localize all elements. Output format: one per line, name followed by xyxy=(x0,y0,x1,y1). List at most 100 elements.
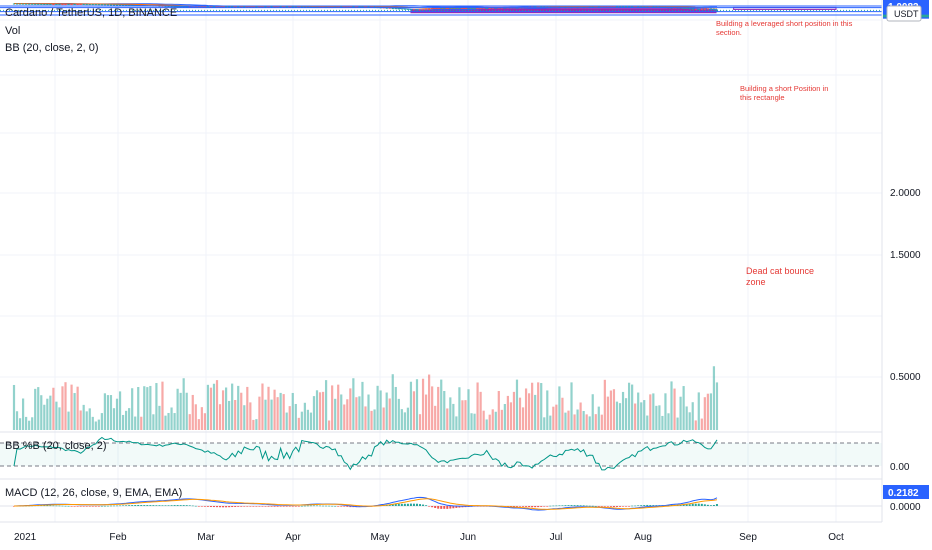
macd-hist-bar xyxy=(258,506,261,507)
volume-bar xyxy=(191,394,194,430)
bbpct-line xyxy=(13,436,718,471)
volume-bar xyxy=(294,403,297,430)
macd-hist-bar xyxy=(164,505,167,506)
macd-hist-bar xyxy=(100,505,103,507)
candle-body xyxy=(403,8,406,10)
macd-hist-bar xyxy=(715,504,718,506)
candle-body xyxy=(179,6,182,8)
short-position-note: Building a short Position in this rectan… xyxy=(740,84,829,102)
time-tick-label: Aug xyxy=(634,532,652,543)
macd-legend[interactable]: MACD (12, 26, close, 9, EMA, EMA) xyxy=(5,487,183,499)
macd-hist-bar xyxy=(179,505,182,506)
volume-bar xyxy=(282,394,285,430)
candle-body xyxy=(109,4,113,6)
candle-body xyxy=(455,7,458,9)
volume-bar xyxy=(346,399,349,430)
macd-hist-bar xyxy=(437,506,440,509)
candle-body xyxy=(615,6,619,8)
candle-body xyxy=(388,7,391,9)
volume-bar xyxy=(379,390,382,430)
volume-bar xyxy=(134,416,137,430)
candle-body xyxy=(40,3,43,5)
candle-body xyxy=(443,7,446,9)
volume-bar xyxy=(576,409,579,430)
macd-hist-bar xyxy=(216,506,219,508)
volume-bar xyxy=(634,403,637,430)
volume-bar xyxy=(300,411,303,430)
candle-body xyxy=(91,4,94,6)
candle-body xyxy=(618,6,622,8)
candle-body xyxy=(215,6,219,8)
macd-hist-bar xyxy=(70,506,73,507)
macd-hist-bar xyxy=(582,505,585,506)
volume-bar xyxy=(400,409,403,430)
macd-hist-bar xyxy=(334,505,337,507)
macd-hist-bar xyxy=(188,505,191,506)
price-lines[interactable] xyxy=(0,5,882,16)
volume-legend[interactable]: Vol xyxy=(5,25,21,37)
symbol-title[interactable]: Cardano / TetherUS, 1D, BINANCE xyxy=(5,7,178,19)
candle-body xyxy=(391,8,394,10)
volume-bar xyxy=(225,387,228,430)
candle-body xyxy=(688,8,691,10)
volume-bar xyxy=(603,379,606,430)
volume-bar xyxy=(588,416,591,430)
bbpct-legend[interactable]: BB %B (20, close, 2) xyxy=(5,440,107,452)
macd-hist-bar xyxy=(152,505,155,506)
volume-bar xyxy=(428,374,431,430)
volume-bar xyxy=(621,391,625,430)
bb-legend[interactable]: BB (20, close, 2, 0) xyxy=(5,42,99,54)
candle-body xyxy=(446,7,449,9)
candle-body xyxy=(218,6,222,8)
candle-body xyxy=(624,6,628,8)
macd-hist-bar xyxy=(440,506,443,509)
volume-bar xyxy=(176,388,179,430)
candle-body xyxy=(176,6,179,8)
volume-bar xyxy=(131,388,134,430)
volume-bar xyxy=(458,387,461,430)
volume-bar xyxy=(31,417,34,430)
volume-bar xyxy=(182,378,185,430)
volume-bar xyxy=(21,398,25,430)
volume-bar xyxy=(152,414,155,430)
volume-bar xyxy=(661,415,664,430)
macd-hist-bar xyxy=(346,506,349,507)
volume-bar xyxy=(340,394,343,430)
macd-hist-bar xyxy=(428,506,431,507)
volume-bar xyxy=(673,388,676,430)
macd-hist-bar xyxy=(312,505,315,507)
macd-hist-bar xyxy=(282,506,285,507)
macd-hist-bar xyxy=(394,504,397,506)
candle-body xyxy=(276,6,279,8)
candle-body xyxy=(76,4,79,6)
candle-body xyxy=(85,4,88,6)
candle-body xyxy=(449,7,452,9)
volume-bar xyxy=(664,393,667,430)
volume-bar xyxy=(55,401,58,430)
volume-bar xyxy=(415,379,419,430)
volume-bar xyxy=(185,392,188,430)
candle-body xyxy=(497,7,500,9)
indicator-panes xyxy=(0,436,882,511)
candle-body xyxy=(482,7,485,9)
macd-hist-bar xyxy=(297,506,300,507)
volume-bar xyxy=(624,398,628,430)
macd-hist-bar xyxy=(203,506,206,507)
macd-hist-bar xyxy=(697,503,700,506)
volume-bar xyxy=(524,388,528,430)
macd-hist-bar xyxy=(652,505,655,506)
candle-body xyxy=(121,4,125,6)
candle-body xyxy=(355,6,358,8)
volume-bar xyxy=(309,412,313,430)
macd-hist-bar xyxy=(400,503,403,506)
volume-bar xyxy=(434,405,437,430)
macd-hist-bar xyxy=(316,505,318,507)
macd-hist-bar xyxy=(106,505,109,507)
macd-hist-bar xyxy=(46,505,49,507)
macd-hist-bar xyxy=(600,506,603,507)
volume-bar xyxy=(594,414,597,430)
volume-bar xyxy=(143,386,146,430)
time-tick-label: Jun xyxy=(460,532,476,543)
candle-body xyxy=(685,7,688,9)
